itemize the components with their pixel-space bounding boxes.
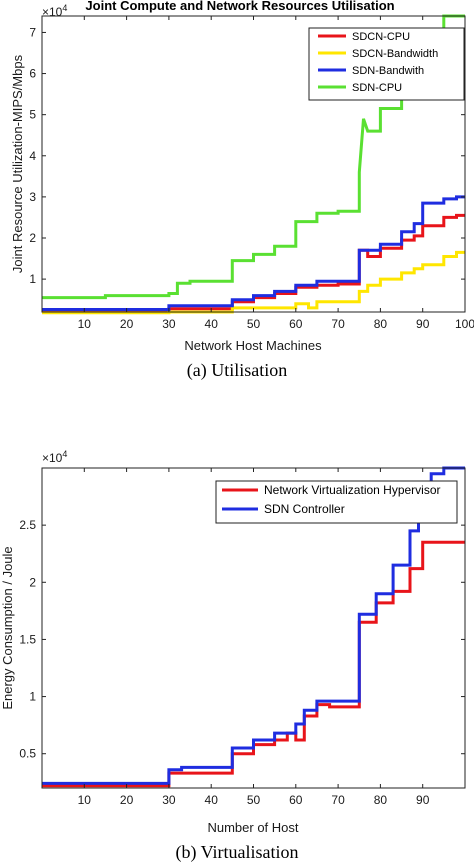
y-tick-label: 1.5 xyxy=(19,632,36,646)
chart-a-xlabel: Network Host Machines xyxy=(184,338,322,353)
legend-label: Network Virtualization Hypervisor xyxy=(264,483,441,497)
chart-b-xlabel: Number of Host xyxy=(207,820,298,835)
x-tick-label: 90 xyxy=(416,793,430,807)
y-tick-label: 2 xyxy=(29,231,36,245)
chart-a-legend: SDCN-CPU SDCN-Bandwidth SDN-Bandwith SDN-CP… xyxy=(308,27,465,101)
legend-label: SDCN-Bandwidth xyxy=(352,48,438,60)
chart-a-title: Joint Compute and Network Resources Util… xyxy=(85,0,394,13)
x-tick-label: 20 xyxy=(120,793,134,807)
x-tick-label: 70 xyxy=(331,317,345,331)
x-tick-label: 10 xyxy=(78,317,92,331)
x-tick-label: 30 xyxy=(162,793,176,807)
chart-a-ylabel: Joint Resource Utilization-MIPS/Mbps xyxy=(10,54,25,273)
y-tick-label: 0.5 xyxy=(19,747,36,761)
x-tick-label: 60 xyxy=(289,793,303,807)
chart-b-legend: Network Virtualization Hypervisor SDN Con… xyxy=(215,480,458,524)
chart-a-ticks: 10 20 30 40 50 60 70 80 90 100 1 2 3 4 5 6 7 xyxy=(29,16,474,331)
chart-a-y-multiplier: ×104 xyxy=(42,3,67,19)
y-tick-label: 4 xyxy=(29,149,36,163)
chart-b: ×104 10 20 30 40 50 60 70 80 90 0.5 1 1.5 2 2.5 Numbe… xyxy=(0,449,466,863)
chart-b-ylabel: Energy Consumption / Joule xyxy=(0,546,15,709)
y-tick-label: 1 xyxy=(29,272,36,286)
y-tick-label: 5 xyxy=(29,108,36,122)
series-line-sdn-bandwith xyxy=(42,195,465,311)
y-tick-label: 2 xyxy=(29,575,36,589)
chart-a-caption: (a) Utilisation xyxy=(187,360,287,381)
x-tick-label: 90 xyxy=(416,317,430,331)
x-tick-label: 30 xyxy=(162,317,176,331)
series-line-network-virtualization-hypervisor xyxy=(42,540,465,788)
x-tick-label: 80 xyxy=(374,317,388,331)
legend-label: SDN-Bandwith xyxy=(352,65,424,77)
y-tick-label: 2.5 xyxy=(19,518,36,532)
legend-label: SDN-CPU xyxy=(352,82,402,94)
legend-label: SDCN-CPU xyxy=(352,31,410,43)
chart-b-ticks: 10 20 30 40 50 60 70 80 90 0.5 1 1.5 2 2.5 xyxy=(19,468,465,807)
x-tick-label: 40 xyxy=(205,317,219,331)
x-tick-label: 20 xyxy=(120,317,134,331)
x-tick-label: 100 xyxy=(455,317,474,331)
y-tick-label: 7 xyxy=(29,25,36,39)
chart-b-caption: (b) Virtualisation xyxy=(175,842,298,863)
x-tick-label: 50 xyxy=(247,793,261,807)
y-tick-label: 6 xyxy=(29,67,36,81)
x-tick-label: 70 xyxy=(331,793,345,807)
y-tick-label: 3 xyxy=(29,190,36,204)
series-line-sdcn-bandwidth xyxy=(42,250,465,315)
chart-a: Joint Compute and Network Resources Util… xyxy=(10,0,474,381)
x-tick-label: 10 xyxy=(78,793,92,807)
x-tick-label: 40 xyxy=(205,793,219,807)
chart-b-legend-box xyxy=(215,480,458,524)
x-tick-label: 50 xyxy=(247,317,261,331)
x-tick-label: 60 xyxy=(289,317,303,331)
x-tick-label: 80 xyxy=(374,793,388,807)
chart-b-y-multiplier: ×104 xyxy=(42,449,67,465)
legend-label: SDN Controller xyxy=(264,502,345,516)
y-tick-label: 1 xyxy=(29,690,36,704)
